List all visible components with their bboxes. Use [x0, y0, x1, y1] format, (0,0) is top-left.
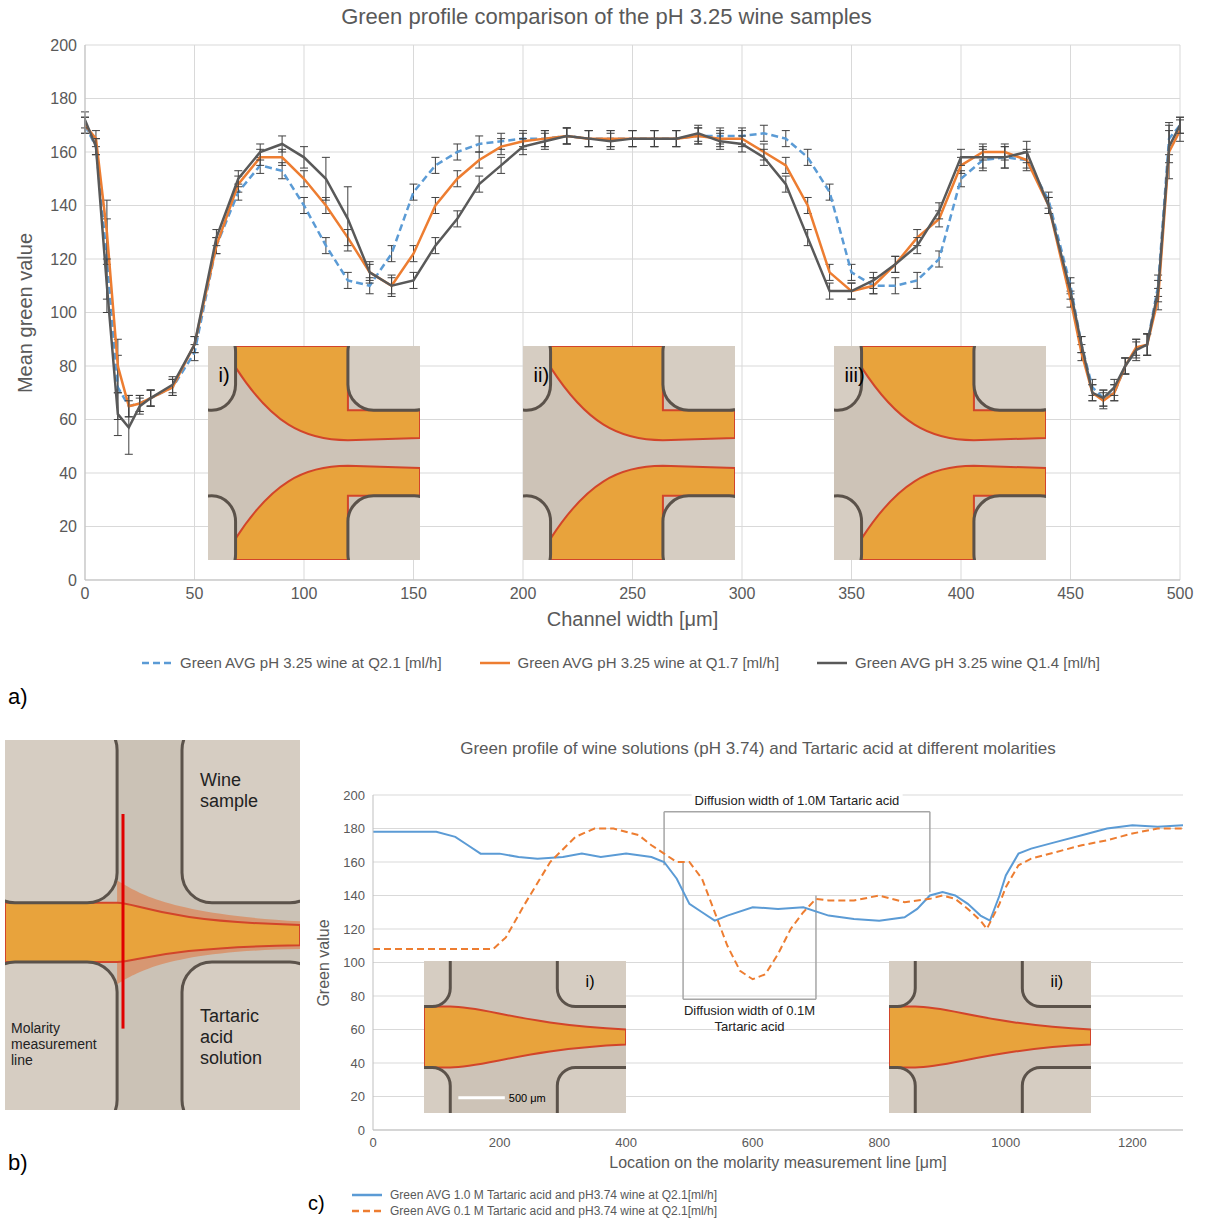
svg-text:180: 180 [50, 90, 77, 107]
svg-text:200: 200 [489, 1135, 511, 1150]
svg-text:i): i) [586, 973, 595, 990]
svg-text:250: 250 [619, 585, 646, 602]
svg-text:200: 200 [510, 585, 537, 602]
html-text:c): c) [308, 1192, 325, 1214]
svg-text:450: 450 [1057, 585, 1084, 602]
html-text:Green AVG 0.1 M Tartaric acid: Green AVG 0.1 M Tartaric acid and pH3.74… [390, 1204, 718, 1218]
svg-text:0: 0 [358, 1123, 365, 1138]
svg-text:140: 140 [343, 888, 365, 903]
html-text:Green AVG pH 3.25 wine at Q2.1: Green AVG pH 3.25 wine at Q2.1 [ml/h] [180, 654, 442, 671]
svg-text:1000: 1000 [991, 1135, 1020, 1150]
svg-text:120: 120 [343, 922, 365, 937]
html-text:Green AVG 1.0 M Tartaric acid: Green AVG 1.0 M Tartaric acid and pH3.74… [390, 1188, 718, 1202]
html-text:Diffusion width of 0.1M Tartar: Diffusion width of 0.1M Tartaric acid [683, 1003, 816, 1035]
svg-text:500 μm: 500 μm [509, 1092, 546, 1104]
svg-text:100: 100 [343, 955, 365, 970]
html-text:Molarity measurement line: Molarity measurement line [11, 1020, 97, 1068]
svg-text:ii): ii) [534, 364, 550, 386]
html-text:Channel width [μm]: Channel width [μm] [546, 608, 719, 630]
svg-text:180: 180 [343, 821, 365, 836]
html-text:Green AVG pH 3.25 wine at Q1.7: Green AVG pH 3.25 wine at Q1.7 [ml/h] [517, 654, 780, 671]
html-text:Green profile comparison of th: Green profile comparison of the pH 3.25 … [341, 4, 872, 29]
svg-text:350: 350 [838, 585, 865, 602]
svg-text:400: 400 [615, 1135, 637, 1150]
svg-text:150: 150 [400, 585, 427, 602]
svg-text:20: 20 [351, 1089, 365, 1104]
html-text:a): a) [8, 684, 28, 709]
svg-text:ii): ii) [1051, 973, 1063, 990]
svg-text:80: 80 [351, 989, 365, 1004]
svg-text:60: 60 [351, 1022, 365, 1037]
svg-text:600: 600 [742, 1135, 764, 1150]
svg-text:200: 200 [50, 37, 77, 54]
html-text:Diffusion width of 1.0M Tartar: Diffusion width of 1.0M Tartaric acid [694, 792, 900, 808]
svg-text:50: 50 [186, 585, 204, 602]
svg-text:0: 0 [369, 1135, 376, 1150]
svg-text:100: 100 [50, 304, 77, 321]
svg-text:i): i) [219, 364, 230, 386]
svg-text:160: 160 [343, 855, 365, 870]
html-text:Mean green value: Mean green value [13, 232, 36, 393]
svg-text:120: 120 [50, 251, 77, 268]
html-text:Green AVG pH 3.25 wine Q1.4 [m: Green AVG pH 3.25 wine Q1.4 [ml/h] [855, 654, 1100, 671]
svg-text:40: 40 [351, 1056, 365, 1071]
svg-text:100: 100 [291, 585, 318, 602]
svg-text:80: 80 [59, 358, 77, 375]
html-text:Green profile of wine solution: Green profile of wine solutions (pH 3.74… [460, 739, 1056, 758]
svg-text:1200: 1200 [1118, 1135, 1147, 1150]
svg-text:800: 800 [868, 1135, 890, 1150]
svg-text:60: 60 [59, 411, 77, 428]
svg-text:200: 200 [343, 788, 365, 803]
html-text:Location on the molarity measu: Location on the molarity measurement lin… [609, 1154, 947, 1171]
svg-text:400: 400 [948, 585, 975, 602]
svg-text:20: 20 [59, 518, 77, 535]
svg-text:140: 140 [50, 197, 77, 214]
svg-text:40: 40 [59, 465, 77, 482]
svg-text:500: 500 [1167, 585, 1194, 602]
html-text:Tartaric acid solution: Tartaric acid solution [200, 1006, 262, 1068]
html-text:Green value: Green value [315, 918, 332, 1007]
svg-text:0: 0 [81, 585, 90, 602]
svg-text:0: 0 [68, 572, 77, 589]
svg-text:iii): iii) [845, 364, 865, 386]
html-text:Wine sample: Wine sample [200, 770, 258, 811]
svg-text:300: 300 [729, 585, 756, 602]
svg-text:160: 160 [50, 144, 77, 161]
html-text:b): b) [8, 1150, 28, 1175]
